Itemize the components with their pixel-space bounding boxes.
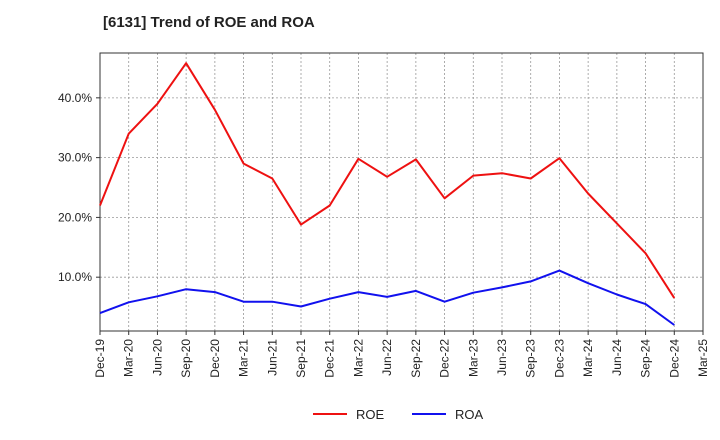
x-tick-label: Mar-24: [581, 339, 595, 377]
x-tick-label: Mar-21: [237, 339, 251, 377]
x-tick-label: Jun-24: [610, 339, 624, 376]
x-tick-label: Dec-20: [208, 339, 222, 378]
x-tick-label: Jun-20: [150, 339, 164, 376]
grid-lines: [100, 53, 703, 331]
x-tick-label: Mar-23: [466, 339, 480, 377]
chart-title: [6131] Trend of ROE and ROA: [103, 14, 315, 31]
x-tick-label: Jun-23: [495, 339, 509, 376]
legend-label-roa: ROA: [455, 407, 484, 422]
x-tick-label: Sep-22: [409, 339, 423, 378]
x-tick-label: Sep-24: [639, 339, 653, 378]
x-axis-ticks: Dec-19 Mar-20 Jun-20 Sep-20 Dec-20 Mar-21 Jun-…: [93, 331, 710, 378]
x-tick-label: Jun-22: [380, 339, 394, 376]
x-tick-label: Mar-22: [351, 339, 365, 377]
x-tick-label: Dec-23: [552, 339, 566, 378]
y-tick-label: 40.0%: [58, 91, 92, 105]
y-tick-label: 10.0%: [58, 270, 92, 284]
x-tick-label: Dec-24: [667, 339, 681, 378]
x-tick-label: Jun-21: [265, 339, 279, 376]
series-line-roa: [99, 269, 675, 326]
x-tick-label: Dec-21: [323, 339, 337, 378]
y-tick-label: 20.0%: [58, 210, 92, 224]
x-tick-label: Dec-22: [438, 339, 452, 378]
x-tick-label: Dec-19: [93, 339, 107, 378]
x-tick-label: Sep-23: [524, 339, 538, 378]
y-tick-label: 30.0%: [58, 151, 92, 165]
series-line-roe: [99, 62, 676, 299]
x-tick-label: Sep-20: [179, 339, 193, 378]
legend-label-roe: ROE: [356, 407, 385, 422]
x-tick-label: Sep-21: [294, 339, 308, 378]
legend: ROE ROA: [313, 407, 484, 422]
x-tick-label: Mar-25: [696, 339, 710, 377]
plot-area: [99, 52, 704, 332]
x-tick-label: Mar-20: [122, 339, 136, 377]
y-axis-ticks: 10.0% 20.0% 30.0% 40.0%: [58, 91, 100, 284]
series-lines: [99, 62, 676, 326]
